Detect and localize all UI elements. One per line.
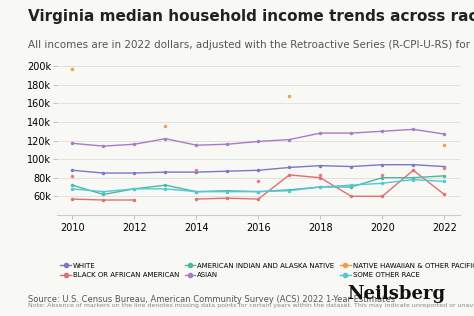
Text: Neilsberg: Neilsberg: [347, 285, 446, 303]
Text: Source: U.S. Census Bureau, American Community Survey (ACS) 2022 1-Year Estimate: Source: U.S. Census Bureau, American Com…: [28, 295, 395, 303]
Text: Virginia median household income trends across races, 2010-2022: Virginia median household income trends …: [28, 9, 474, 24]
Text: All incomes are in 2022 dollars, adjusted with the Retroactive Series (R-CPI-U-R: All incomes are in 2022 dollars, adjuste…: [28, 40, 474, 50]
Legend: WHITE, BLACK OR AFRICAN AMERICAN, AMERICAN INDIAN AND ALASKA NATIVE, ASIAN, NATI: WHITE, BLACK OR AFRICAN AMERICAN, AMERIC…: [60, 263, 474, 278]
Text: Note: Absence of markers on the line denotes missing data points for certain yea: Note: Absence of markers on the line den…: [28, 303, 474, 308]
